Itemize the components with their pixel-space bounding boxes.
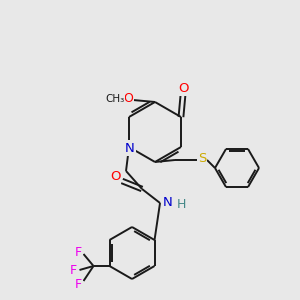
Text: H: H: [176, 197, 186, 211]
Text: F: F: [70, 263, 77, 277]
Text: S: S: [198, 152, 206, 166]
Text: N: N: [125, 142, 135, 154]
Text: F: F: [75, 278, 82, 290]
Text: F: F: [75, 245, 82, 259]
Text: O: O: [123, 92, 133, 106]
Text: O: O: [179, 82, 189, 94]
Text: N: N: [163, 196, 173, 208]
Text: CH₃: CH₃: [105, 94, 124, 104]
Text: O: O: [110, 170, 120, 184]
